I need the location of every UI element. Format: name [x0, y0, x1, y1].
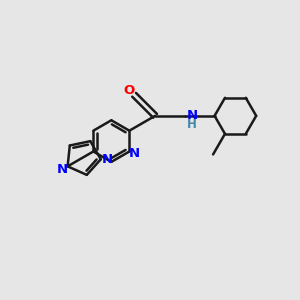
- Text: H: H: [187, 118, 197, 130]
- Text: N: N: [102, 154, 113, 166]
- Text: N: N: [56, 163, 68, 176]
- Text: N: N: [128, 147, 140, 161]
- Text: O: O: [124, 84, 135, 97]
- Text: N: N: [187, 109, 198, 122]
